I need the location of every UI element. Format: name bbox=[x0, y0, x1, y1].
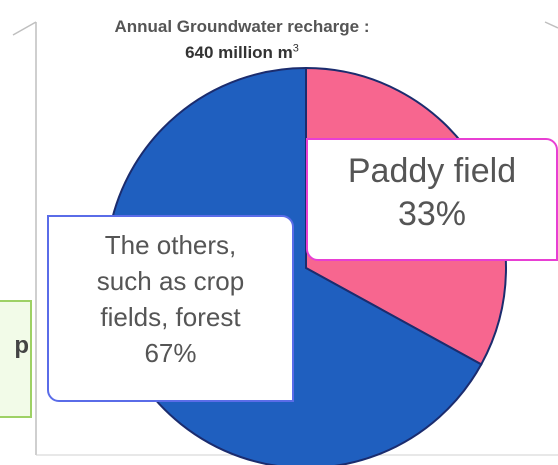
side-text-box: p bbox=[0, 300, 32, 418]
frame-top-left-line bbox=[12, 21, 37, 36]
callout-paddy-line2: 33% bbox=[397, 195, 467, 233]
chart-title-unit: 640 million m bbox=[185, 43, 293, 62]
callout-others-line1: The others, bbox=[104, 230, 237, 260]
chart-title: Annual Groundwater recharge : 640 millio… bbox=[72, 14, 412, 66]
callout-others: The others, such as crop fields, forest … bbox=[47, 215, 294, 402]
chart-title-superscript: 3 bbox=[292, 42, 299, 55]
side-text-box-label: p bbox=[14, 332, 29, 359]
frame-top-right-line bbox=[544, 21, 558, 29]
callout-others-line4: 67% bbox=[144, 338, 197, 368]
callout-paddy-field: Paddy field 33% bbox=[306, 138, 558, 261]
callout-others-line2: such as crop bbox=[96, 266, 245, 296]
chart-title-line2: 640 million m3 bbox=[72, 40, 412, 66]
callout-paddy-line1: Paddy field bbox=[347, 152, 517, 190]
callout-others-line3: fields, forest bbox=[100, 302, 241, 332]
chart-title-line1: Annual Groundwater recharge : bbox=[114, 17, 370, 36]
